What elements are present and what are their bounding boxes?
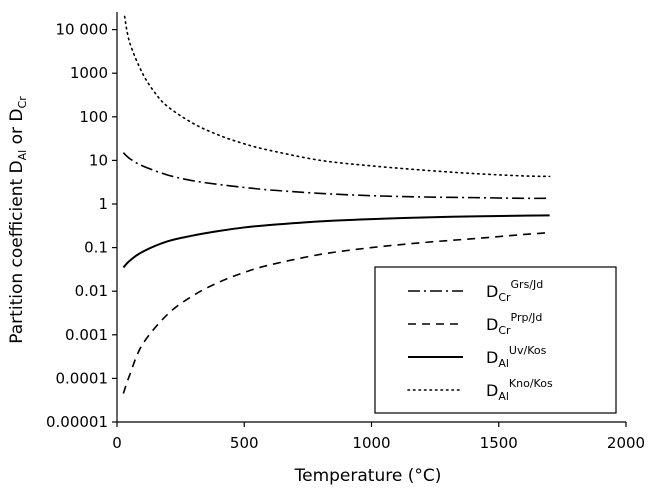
x-axis-label: Temperature (°C) [294,466,442,486]
legend-label-4: DAlKno/Kos [486,377,553,403]
x-tick-label: 1500 [480,434,518,452]
series-line-2 [122,231,550,394]
y-tick-label: 1 [98,195,108,213]
legend: DCrGrs/Jd DCrPrp/Jd DAlUv/Kos DAlKno/Kos [374,266,617,414]
y-tick-label: 0.0001 [56,369,109,387]
y-tick-label: 0.01 [75,282,108,300]
y-axis-label-sub1: Al [16,150,29,161]
x-tick-label: 500 [230,434,259,452]
y-axis-label-prefix: Partition coefficient D [7,160,27,343]
y-tick-label: 1000 [70,64,108,82]
y-tick-label: 0.1 [84,239,108,257]
x-tick-label: 0 [112,434,122,452]
y-tick-label: 100 [79,108,108,126]
y-tick-label: 0.00001 [46,413,108,431]
legend-label-2: DCrPrp/Jd [486,311,542,337]
x-tick-label: 2000 [607,434,645,452]
y-ticks: 0.00001 0.0001 0.001 0.01 0.1 1 10 100 1000 10 00… [46,21,117,431]
y-tick-label: 10 [89,151,108,169]
x-tick-label: 1000 [352,434,390,452]
series-line-4 [123,15,551,178]
x-ticks: 0 500 1000 1500 2000 [112,422,645,452]
y-tick-label: 0.001 [65,326,108,344]
series-line-3 [122,214,550,269]
y-axis-label-sub2: Cr [16,96,29,109]
y-axis-label-middle: or D [7,108,27,149]
series-line-1 [122,152,550,200]
legend-label-3: DAlUv/Kos [486,344,547,370]
legend-label-1: DCrGrs/Jd [486,278,543,304]
y-tick-label: 10 000 [56,21,109,39]
y-axis-label: Partition coefficient DAl or DCr [7,96,29,344]
series-lines [122,15,551,394]
